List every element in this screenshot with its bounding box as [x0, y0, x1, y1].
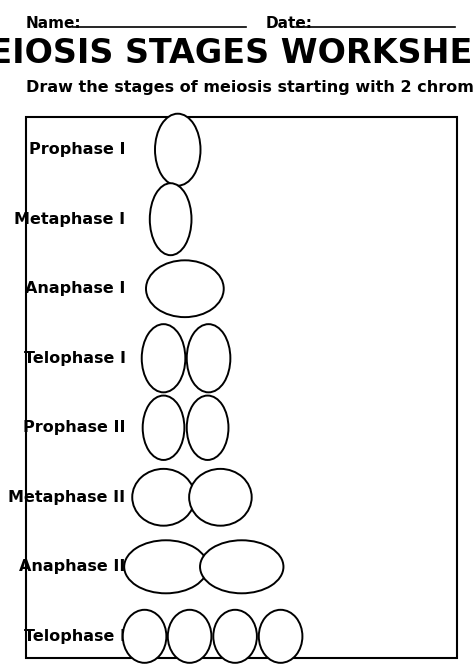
Ellipse shape: [200, 540, 283, 594]
Ellipse shape: [132, 469, 195, 526]
Text: Prophase I: Prophase I: [29, 142, 126, 157]
Ellipse shape: [213, 610, 257, 663]
Ellipse shape: [259, 610, 302, 663]
Ellipse shape: [155, 114, 201, 186]
Bar: [26, 117, 457, 658]
Ellipse shape: [143, 395, 184, 460]
Text: MEIOSIS STAGES WORKSHEET: MEIOSIS STAGES WORKSHEET: [0, 37, 474, 70]
Ellipse shape: [146, 261, 224, 317]
Ellipse shape: [150, 183, 191, 255]
Text: Telophase I: Telophase I: [24, 350, 126, 366]
Text: Prophase II: Prophase II: [23, 420, 126, 436]
Ellipse shape: [124, 540, 208, 594]
Text: Name:: Name:: [26, 16, 82, 31]
Ellipse shape: [142, 324, 185, 393]
Text: Metaphase I: Metaphase I: [15, 212, 126, 226]
Text: Date:: Date:: [265, 16, 312, 31]
Ellipse shape: [187, 395, 228, 460]
Text: Telophase I: Telophase I: [24, 629, 126, 644]
Ellipse shape: [123, 610, 166, 663]
Text: Metaphase II: Metaphase II: [9, 490, 126, 505]
Ellipse shape: [168, 610, 211, 663]
Ellipse shape: [187, 324, 230, 393]
Text: Draw the stages of meiosis starting with 2 chromosomes.: Draw the stages of meiosis starting with…: [26, 80, 474, 94]
Text: Anaphase I: Anaphase I: [25, 281, 126, 296]
Text: Anaphase II: Anaphase II: [19, 559, 126, 574]
Ellipse shape: [189, 469, 252, 526]
